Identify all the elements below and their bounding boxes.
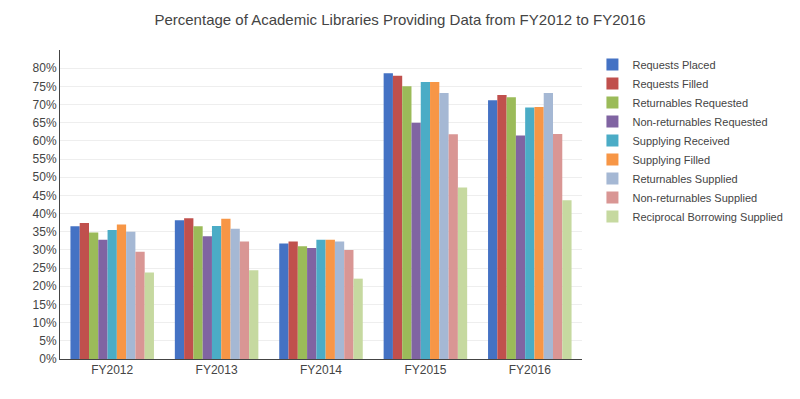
svg-text:FY2012: FY2012 <box>91 363 133 377</box>
svg-text:Percentage of Academic Librari: Percentage of Academic Libraries Providi… <box>154 11 645 28</box>
svg-text:45%: 45% <box>33 189 57 203</box>
svg-text:Requests Filled: Requests Filled <box>632 78 708 90</box>
svg-text:35%: 35% <box>33 225 57 239</box>
svg-text:10%: 10% <box>33 316 57 330</box>
svg-text:Reciprocal Borrowing Supplied: Reciprocal Borrowing Supplied <box>632 211 782 223</box>
svg-text:30%: 30% <box>33 243 57 257</box>
svg-text:FY2013: FY2013 <box>196 363 238 377</box>
svg-text:15%: 15% <box>33 298 57 312</box>
svg-text:70%: 70% <box>33 98 57 112</box>
svg-text:5%: 5% <box>39 334 57 348</box>
svg-text:FY2014: FY2014 <box>300 363 342 377</box>
svg-text:FY2016: FY2016 <box>509 363 551 377</box>
svg-text:65%: 65% <box>33 116 57 130</box>
svg-text:FY2015: FY2015 <box>404 363 446 377</box>
svg-text:Supplying Received: Supplying Received <box>632 135 729 147</box>
svg-text:Requests Placed: Requests Placed <box>632 59 715 71</box>
svg-text:Supplying Filled: Supplying Filled <box>632 154 710 166</box>
svg-text:60%: 60% <box>33 134 57 148</box>
svg-text:Non-returnables Supplied: Non-returnables Supplied <box>632 192 757 204</box>
svg-text:20%: 20% <box>33 279 57 293</box>
svg-text:25%: 25% <box>33 261 57 275</box>
svg-text:0%: 0% <box>39 352 57 366</box>
svg-text:55%: 55% <box>33 152 57 166</box>
svg-text:Non-returnables Requested: Non-returnables Requested <box>632 116 767 128</box>
svg-text:Returnables Requested: Returnables Requested <box>632 97 748 109</box>
svg-text:80%: 80% <box>33 61 57 75</box>
svg-text:Returnables Supplied: Returnables Supplied <box>632 173 737 185</box>
svg-text:75%: 75% <box>33 80 57 94</box>
svg-text:50%: 50% <box>33 170 57 184</box>
svg-text:40%: 40% <box>33 207 57 221</box>
